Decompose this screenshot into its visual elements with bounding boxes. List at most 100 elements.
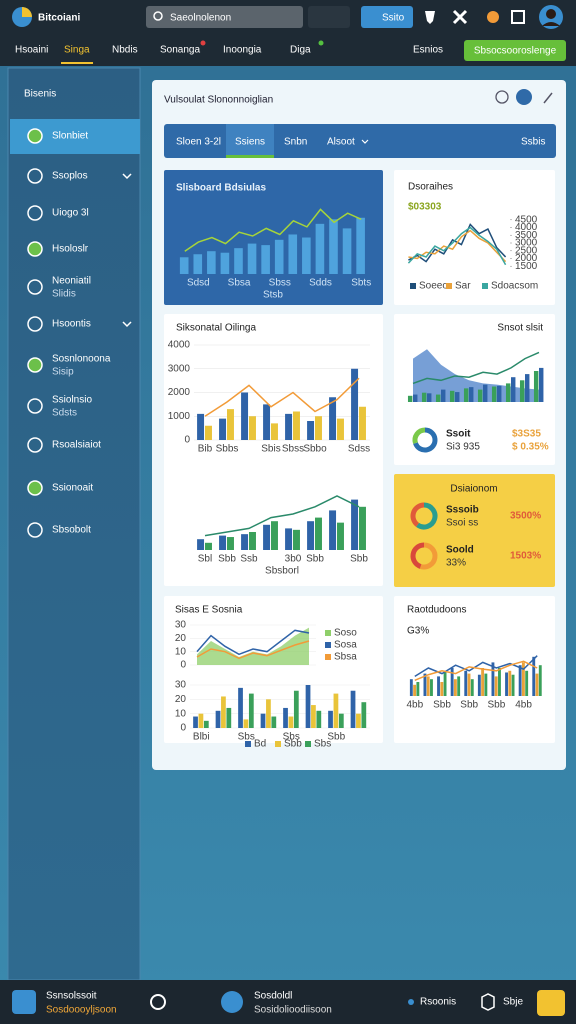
sidebar-item[interactable]: Neoniatil	[52, 276, 91, 287]
line	[414, 655, 538, 678]
footer-sub: Sosidolioodiisoon	[254, 1005, 332, 1016]
tabs: Sloen 3-2l Ssiens Snbn Alsoot	[176, 124, 369, 158]
x-tick-label: Sbss	[269, 278, 291, 289]
bar	[316, 710, 322, 728]
nav-item[interactable]: Hsoaini	[15, 45, 48, 56]
sidebar-item[interactable]: Ssionoait	[52, 483, 93, 494]
footer-icon[interactable]	[481, 993, 495, 1011]
sidebar-icon	[27, 480, 43, 496]
bar	[440, 682, 444, 696]
bar	[238, 687, 243, 728]
bar	[307, 521, 315, 550]
bar	[221, 696, 226, 728]
nav-item[interactable]: Diga	[290, 45, 311, 56]
bar	[333, 693, 339, 728]
x-tick-label: Sbbo	[303, 444, 327, 455]
footer-button[interactable]	[537, 990, 565, 1016]
sidebar-item[interactable]: Hsoloslr	[52, 244, 89, 255]
footer-link[interactable]: Sbje	[503, 997, 523, 1008]
bar	[328, 710, 333, 728]
sidebar-item[interactable]: Slonbiet	[52, 131, 88, 142]
coin-icon[interactable]	[487, 11, 499, 23]
legend-swatch	[482, 283, 488, 289]
bar	[261, 245, 270, 274]
nav-item[interactable]: Singa	[64, 45, 90, 56]
sidebar-item[interactable]: Rsoalsiaiot	[52, 440, 101, 451]
bar	[315, 223, 325, 274]
bar	[449, 390, 455, 402]
sidebar-item[interactable]: Uiogo 3l	[52, 208, 89, 219]
nav-link[interactable]: Esnios	[413, 45, 443, 56]
nav-item[interactable]: Nbdis	[112, 45, 138, 56]
sidebar-item[interactable]: Sosnlonoona	[52, 354, 111, 365]
help-icon[interactable]	[495, 90, 509, 104]
bar	[351, 499, 359, 550]
edit-icon[interactable]	[543, 92, 553, 104]
legend-label: Soso	[334, 628, 357, 639]
info-icon[interactable]	[516, 89, 532, 105]
line	[408, 229, 507, 263]
search-icon	[153, 11, 163, 21]
x-tick-label: Ssb	[240, 554, 258, 565]
nav-item[interactable]: Inoongia	[223, 45, 262, 56]
y-tick-label: 2000	[515, 253, 538, 264]
avatar-head	[546, 9, 556, 19]
sidebar-item[interactable]: Ssoplos	[52, 171, 88, 182]
tools-icon[interactable]	[452, 9, 468, 25]
x-tick-label: Blbi	[193, 732, 210, 743]
sidebar-items: Slonbiet Ssoplos Uiogo 3l Hsoloslr Neoniatil…	[10, 119, 140, 538]
tab-link[interactable]: Ssbis	[521, 137, 545, 148]
tab[interactable]: Snbn	[284, 137, 307, 148]
tab[interactable]: Sloen 3-2l	[176, 137, 221, 148]
x-tick-label: Sbss	[282, 444, 304, 455]
box-icon[interactable]	[511, 10, 525, 24]
bar	[426, 676, 430, 696]
y-tick-label: 20	[175, 694, 187, 705]
nav-active-underline	[61, 62, 94, 64]
cta-button[interactable]	[464, 40, 566, 61]
bar	[539, 367, 544, 402]
bar	[494, 676, 498, 696]
tab[interactable]: Ssiens	[235, 137, 265, 148]
nav-item[interactable]: Sonanga	[160, 45, 200, 56]
shield-icon[interactable]	[425, 11, 435, 24]
footer-link[interactable]: Rsoonis	[420, 997, 456, 1008]
header-button[interactable]	[361, 6, 413, 28]
bar	[525, 374, 530, 402]
x-tick-label: Sbb	[488, 700, 506, 711]
card	[394, 596, 555, 743]
bar	[497, 385, 502, 402]
bar	[525, 670, 529, 696]
footer-icon[interactable]	[221, 991, 243, 1013]
footer-icon[interactable]	[12, 990, 36, 1014]
card-title: Raotdudoons	[407, 605, 467, 616]
sidebar-icon	[27, 522, 43, 538]
tab[interactable]: Alsoot	[327, 137, 355, 148]
bar	[437, 676, 440, 696]
footer-icon[interactable]	[150, 994, 166, 1010]
bottom-bar	[0, 980, 576, 1024]
line	[414, 660, 538, 682]
legend-swatch	[446, 283, 452, 289]
stat-label: Sssoib	[446, 505, 479, 516]
search-box[interactable]	[146, 6, 303, 28]
sidebar-item[interactable]: Hsoontis	[52, 319, 91, 330]
bar	[329, 219, 338, 274]
donut-segment	[410, 542, 425, 569]
search-extra[interactable]	[308, 6, 350, 28]
legend-label: Soeeo	[419, 281, 448, 292]
x-axis-title: Stsb	[263, 290, 283, 301]
area	[197, 627, 309, 665]
x-tick-label: Sbts	[351, 278, 371, 289]
bar	[285, 528, 293, 550]
legend-label: Sbb	[284, 739, 302, 750]
bar	[477, 674, 481, 696]
card-subtitle: G3%	[407, 626, 429, 637]
bar	[463, 388, 469, 402]
sidebar-item[interactable]: Sbsobolt	[52, 525, 91, 536]
sidebar-item[interactable]: Ssiolnsio	[52, 395, 92, 406]
donut-segment	[412, 427, 426, 444]
x-tick-label: 3b0	[285, 554, 302, 565]
card	[164, 314, 383, 586]
notification-dot	[200, 40, 206, 46]
